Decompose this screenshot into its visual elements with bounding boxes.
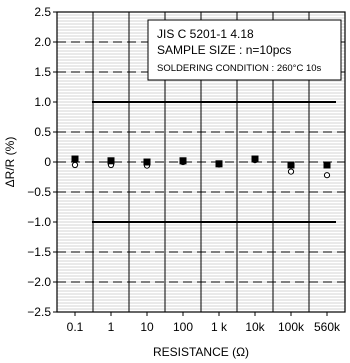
max-point xyxy=(107,157,115,165)
x-axis-ticks: 0.1 1 10 100 1 k 10k 100k 560k xyxy=(67,312,341,334)
y-tick-label: −1.5 xyxy=(27,245,51,259)
max-point xyxy=(143,158,151,166)
x-axis-title: RESISTANCE (Ω) xyxy=(153,345,249,359)
max-point xyxy=(215,160,223,168)
max-point xyxy=(323,161,331,169)
y-tick-label: 2.0 xyxy=(34,35,51,49)
y-tick-label: −0.5 xyxy=(27,185,51,199)
y-axis-title: ΔR/R (%) xyxy=(3,137,17,188)
x-tick-label: 560k xyxy=(314,320,341,334)
x-tick-label: 100 xyxy=(173,320,193,334)
y-tick-label: 1.0 xyxy=(34,95,51,109)
min-point xyxy=(71,161,79,169)
y-tick-label: −2.0 xyxy=(27,275,51,289)
x-tick-label: 10 xyxy=(140,320,154,334)
x-tick-label: 1 k xyxy=(211,320,228,334)
annotation-line-2: SAMPLE SIZE : n=10pcs xyxy=(157,43,291,57)
max-point xyxy=(179,157,187,165)
x-tick-label: 100k xyxy=(278,320,305,334)
y-tick-label: 2.5 xyxy=(34,5,51,19)
x-tick-label: 1 xyxy=(108,320,115,334)
y-tick-label: −2.5 xyxy=(27,305,51,319)
x-tick-label: 0.1 xyxy=(67,320,84,334)
y-tick-label: 1.5 xyxy=(34,65,51,79)
annotation-line-1: JIS C 5201-1 4.18 xyxy=(157,27,254,41)
max-point xyxy=(251,155,259,163)
annotation-line-3: SOLDERING CONDITION : 260°C 10s xyxy=(157,63,322,74)
min-point xyxy=(287,168,295,175)
min-point xyxy=(323,172,331,179)
limit-lines xyxy=(92,101,336,223)
x-tick-label: 10k xyxy=(245,320,265,334)
max-point xyxy=(71,155,79,163)
annotation-box: JIS C 5201-1 4.18 SAMPLE SIZE : n=10pcs … xyxy=(147,19,342,81)
max-point xyxy=(287,161,295,169)
y-tick-label: 0 xyxy=(44,155,51,169)
data-points xyxy=(71,155,331,179)
y-tick-label: 0.5 xyxy=(34,125,51,139)
y-tick-label: −1.0 xyxy=(27,215,51,229)
y-axis-ticks: 2.5 2.0 1.5 1.0 0.5 0 −0.5 −1.0 −1.5 −2.0 −2.5 xyxy=(27,5,57,319)
